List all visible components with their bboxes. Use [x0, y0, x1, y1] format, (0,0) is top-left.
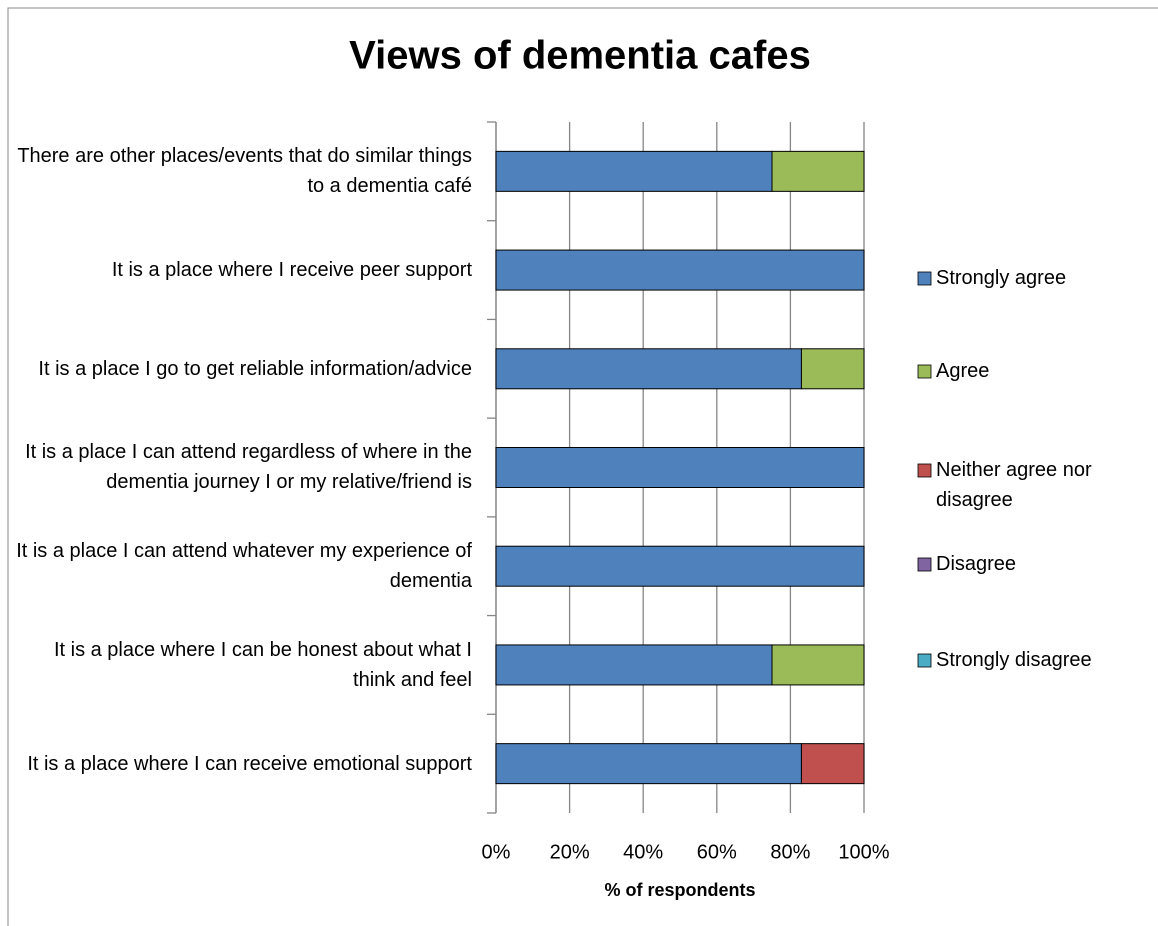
x-tick-label: 40% [623, 841, 663, 863]
x-axis-label: % of respondents [604, 880, 755, 900]
bar-segment [800, 348, 865, 390]
legend-label: Agree [936, 360, 990, 382]
category-label: There are other places/events that do si… [17, 145, 472, 198]
category-label: It is a place I go to get reliable infor… [38, 357, 472, 380]
legend-swatch [917, 557, 932, 572]
x-tick-label: 20% [550, 841, 590, 863]
x-tick-label: 0% [482, 841, 511, 863]
bar-segment [495, 447, 865, 488]
x-tick-label: 60% [697, 841, 737, 863]
legend-swatch [917, 463, 932, 478]
category-label: It is a place where I receive peer suppo… [111, 259, 472, 282]
bar-segment [495, 249, 865, 291]
bar-segment [800, 743, 865, 785]
chart-title: Views of dementia cafes [349, 34, 811, 78]
legend-swatch [917, 271, 932, 286]
legend-label: Disagree [936, 553, 1017, 575]
category-label: It is a place I can attend whatever my e… [16, 540, 472, 593]
legend-label: Strongly agree [936, 267, 1067, 289]
bar-segment [495, 743, 802, 785]
chart-border [7, 7, 1158, 926]
bar-segment [771, 644, 865, 686]
legend-label: Strongly disagree [936, 649, 1092, 671]
legend-label: Neither agree nor disagree [936, 459, 1092, 511]
category-label: It is a place I can attend regardless of… [25, 441, 472, 494]
legend-swatch [917, 653, 932, 668]
bar-segment [771, 150, 865, 192]
x-tick-label: 100% [838, 841, 889, 863]
legend-swatch [917, 364, 932, 379]
bar-segment [495, 150, 773, 192]
category-label: It is a place where I can be honest abou… [53, 638, 472, 691]
bar-segment [495, 644, 773, 686]
bar-segment [495, 545, 865, 587]
x-tick-label: 80% [770, 841, 810, 863]
bar-segment [495, 348, 802, 390]
category-label: It is a place where I can receive emotio… [27, 752, 472, 775]
